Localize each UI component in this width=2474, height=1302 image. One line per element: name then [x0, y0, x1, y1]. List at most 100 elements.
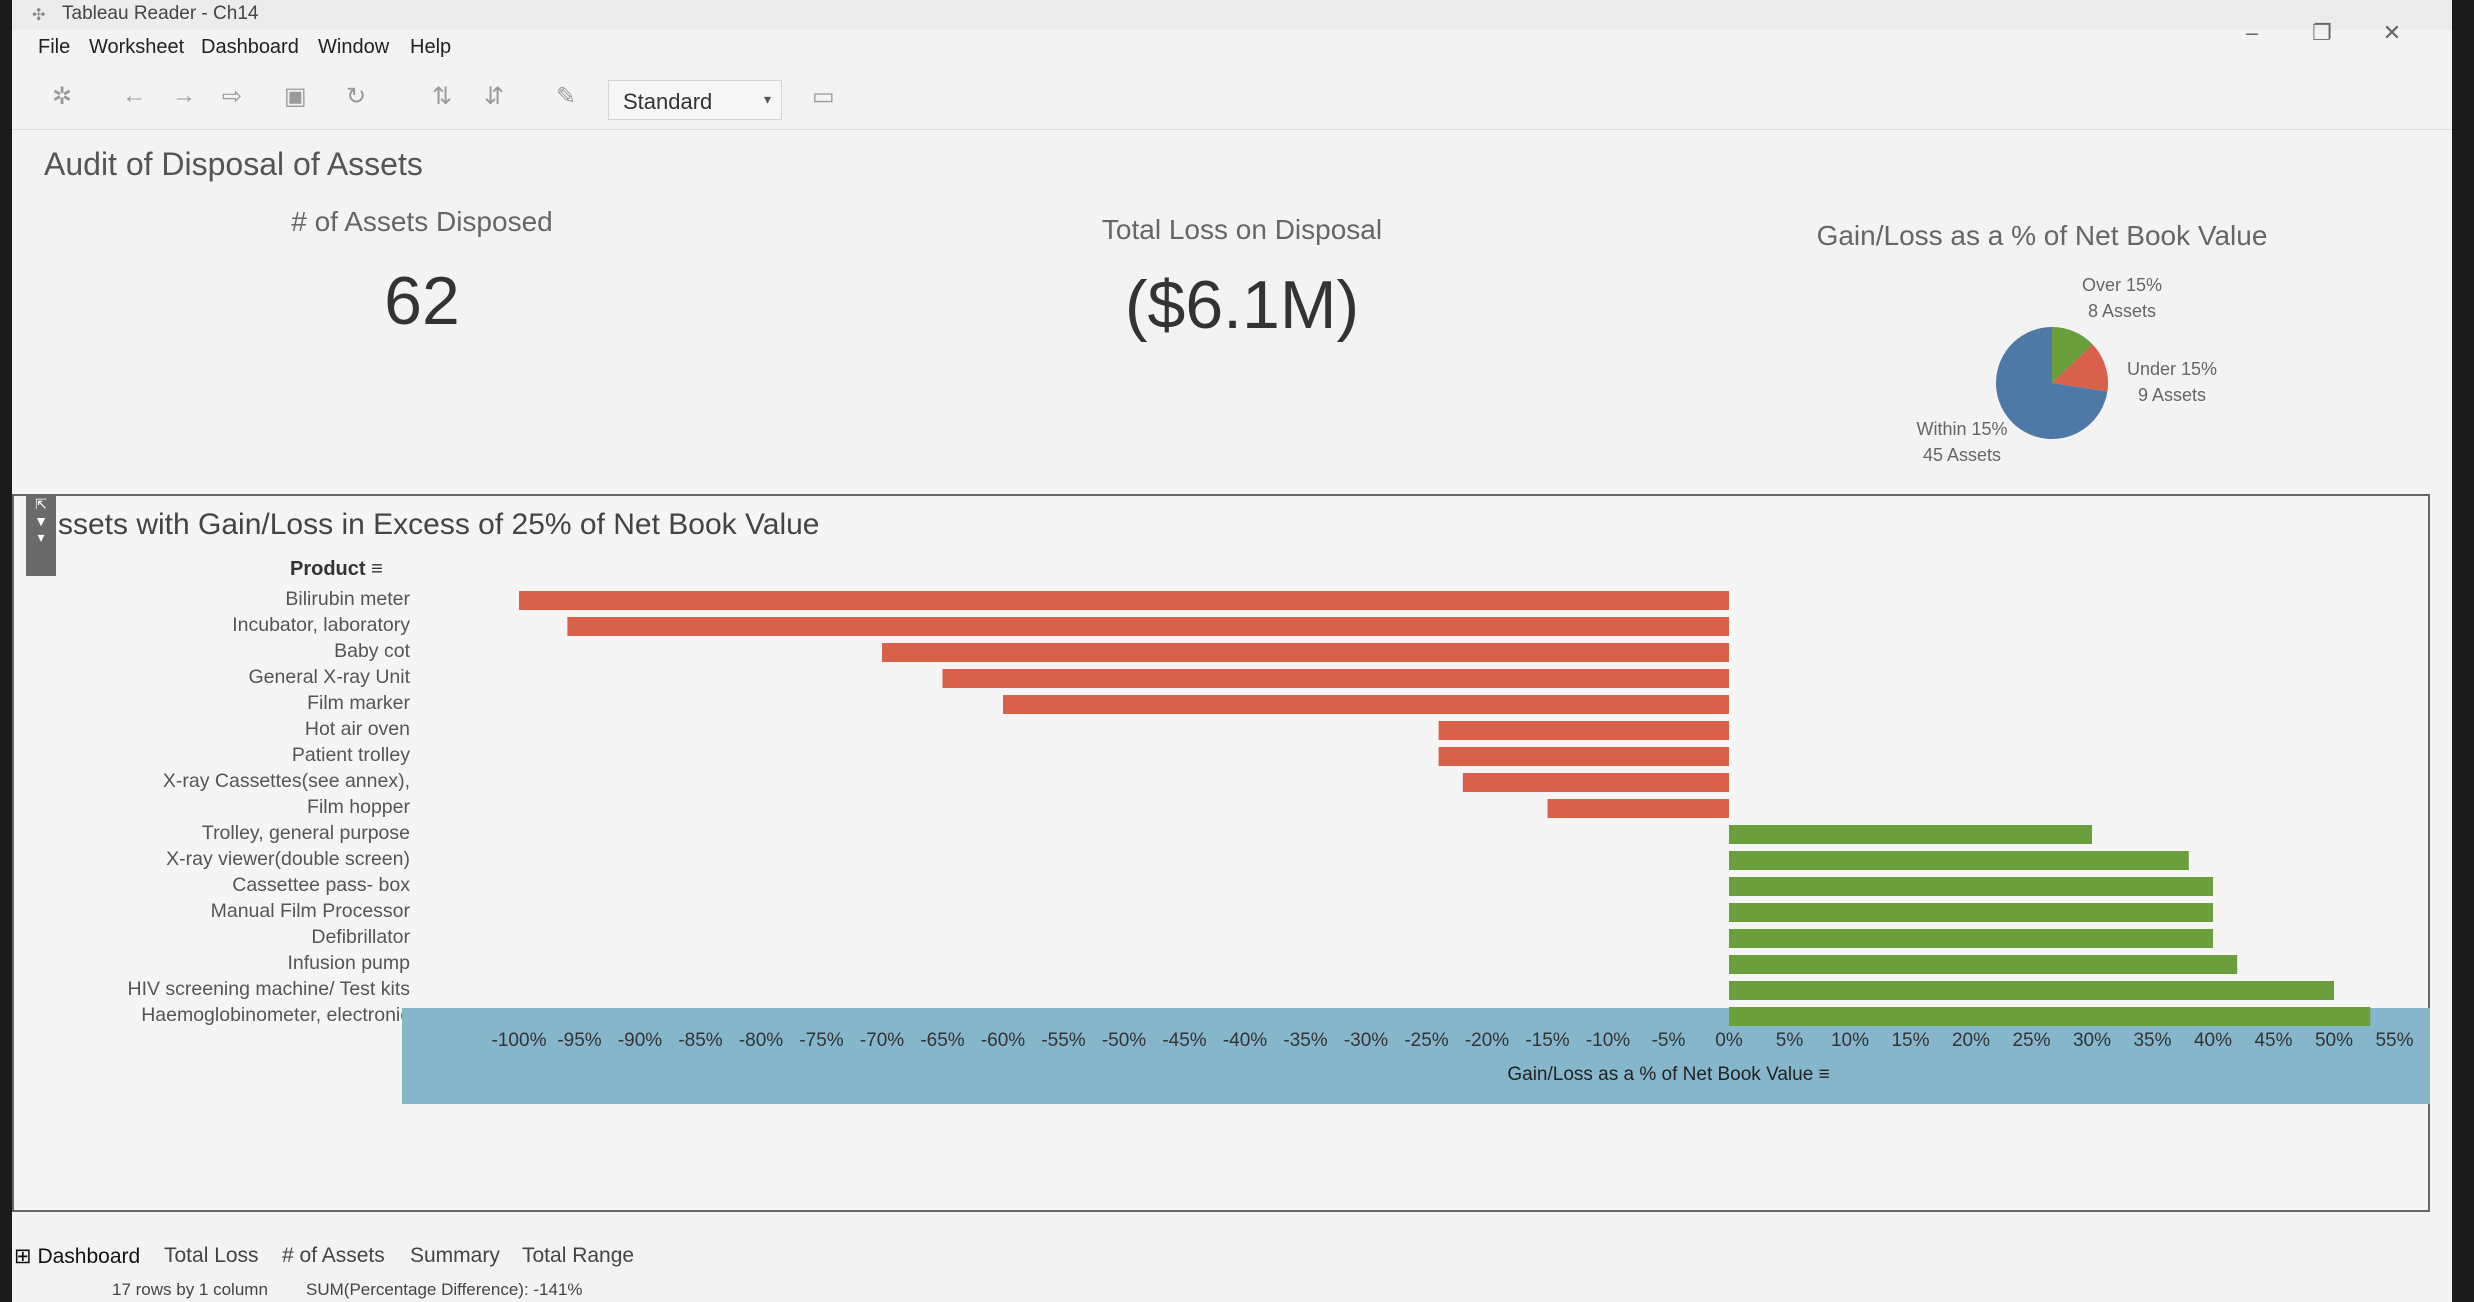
product-header-label: Product: [290, 558, 366, 580]
bar[interactable]: [1729, 1007, 2371, 1026]
more-options-icon[interactable]: ▾: [37, 529, 45, 545]
tableau-reader-window: ✣ Tableau Reader - Ch14 – ❐ ✕ File Works…: [12, 0, 2452, 1302]
product-label[interactable]: Cassettee pass- box: [232, 874, 410, 896]
product-label[interactable]: HIV screening machine/ Test kits: [127, 978, 410, 1000]
product-label[interactable]: Incubator, laboratory: [232, 614, 410, 636]
x-tick-label: -10%: [1585, 1030, 1631, 1051]
x-tick-label: -55%: [1041, 1030, 1086, 1051]
present-icon[interactable]: ▭: [812, 83, 835, 110]
sheet-tabs: ⊞ Dashboard Total Loss # of Assets Summa…: [12, 1222, 2452, 1272]
redo-icon[interactable]: ⇨: [222, 83, 243, 110]
pie-label-within: Within 15% 45 Assets: [1892, 416, 2032, 468]
sort-descending-icon[interactable]: ⇵: [484, 83, 505, 110]
menu-dashboard[interactable]: Dashboard: [201, 36, 299, 58]
product-label[interactable]: Defibrillator: [311, 926, 410, 948]
axis-sort-icon[interactable]: ≡: [1818, 1064, 1830, 1085]
app-icon: ✣: [32, 7, 46, 24]
menu-window[interactable]: Window: [318, 36, 390, 58]
product-label[interactable]: Baby cot: [334, 640, 410, 662]
bar[interactable]: [942, 669, 1730, 688]
product-label[interactable]: Trolley, general purpose: [201, 822, 410, 844]
product-label[interactable]: Film hopper: [307, 796, 410, 818]
product-label[interactable]: General X-ray Unit: [248, 666, 410, 688]
bar[interactable]: [882, 643, 1729, 662]
dashboard-title: Audit of Disposal of Assets: [44, 146, 423, 182]
restore-icon[interactable]: ❐: [2312, 20, 2332, 45]
x-tick-label: -100%: [491, 1030, 547, 1051]
product-label[interactable]: Bilirubin meter: [285, 588, 410, 610]
product-label[interactable]: X-ray viewer(double screen): [166, 848, 410, 870]
panel-toolbar[interactable]: ⇱ ▼ ▾: [26, 496, 56, 576]
bar[interactable]: [1729, 981, 2334, 1000]
chevron-down-icon: ▾: [763, 91, 771, 107]
sort-ascending-icon[interactable]: ⇅: [432, 83, 453, 110]
product-label[interactable]: Patient trolley: [291, 744, 410, 766]
x-tick-label: -25%: [1404, 1030, 1449, 1051]
tab-summary[interactable]: Summary: [410, 1244, 500, 1267]
view-size-dropdown[interactable]: Standard ▾: [608, 80, 782, 120]
bar[interactable]: [1438, 721, 1729, 740]
gain-loss-pie[interactable]: [1987, 318, 2117, 448]
sort-icon[interactable]: ≡: [371, 558, 383, 580]
menu-help[interactable]: Help: [410, 36, 452, 58]
x-axis-title[interactable]: Gain/Loss as a % of Net Book Value ≡: [1507, 1064, 1829, 1086]
menu-file[interactable]: File: [38, 36, 71, 58]
x-tick-label: -35%: [1283, 1030, 1328, 1051]
product-label[interactable]: Film marker: [307, 692, 410, 714]
popout-icon[interactable]: ⇱: [35, 496, 47, 512]
product-label[interactable]: X-ray Cassettes(see annex),: [162, 770, 410, 792]
tab-dashboard-label: Dashboard: [37, 1245, 141, 1268]
x-tick-label: -75%: [799, 1030, 844, 1051]
pin-icon[interactable]: ✎: [556, 83, 577, 110]
minimize-icon[interactable]: –: [2245, 20, 2259, 45]
x-tick-label: 10%: [1830, 1030, 1870, 1051]
bar[interactable]: [1729, 903, 2213, 922]
bar[interactable]: [1729, 929, 2213, 948]
bar[interactable]: [567, 617, 1729, 636]
x-tick-label: 15%: [1891, 1030, 1930, 1051]
pie-label-under-name: Under 15%: [2126, 359, 2218, 379]
bar[interactable]: [1003, 695, 1729, 714]
pie-slice-0[interactable]: [2052, 327, 2093, 383]
bar[interactable]: [1729, 955, 2238, 974]
close-icon[interactable]: ✕: [2382, 20, 2402, 45]
product-label[interactable]: Infusion pump: [287, 952, 411, 974]
menu-worksheet[interactable]: Worksheet: [89, 36, 185, 58]
tab-total-loss[interactable]: Total Loss: [164, 1244, 259, 1267]
product-label[interactable]: Haemoglobinometer, electronic: [141, 1004, 410, 1026]
x-tick-label: 55%: [2375, 1030, 2414, 1051]
bar[interactable]: [1547, 799, 1730, 818]
status-bar: 17 rows by 1 column SUM(Percentage Diffe…: [12, 1280, 2452, 1302]
status-rows: 17 rows by 1 column: [112, 1280, 268, 1299]
bar[interactable]: [519, 591, 1729, 610]
title-bar: ✣ Tableau Reader - Ch14 – ❐ ✕: [12, 0, 2452, 45]
refresh-icon[interactable]: ↻: [346, 83, 367, 110]
pie-label-under-count: 9 Assets: [2137, 385, 2207, 405]
filter-icon[interactable]: ▼: [34, 513, 48, 529]
back-arrow-icon[interactable]: ←: [122, 82, 146, 109]
bar[interactable]: [1438, 747, 1729, 766]
bar[interactable]: [1729, 851, 2189, 870]
bar[interactable]: [1462, 773, 1729, 792]
tableau-logo-icon[interactable]: ✲: [52, 83, 73, 110]
x-tick-label: -50%: [1101, 1030, 1147, 1051]
kpi-assets-value: 62: [384, 263, 460, 339]
product-label[interactable]: Hot air oven: [304, 718, 410, 740]
product-label[interactable]: Manual Film Processor: [210, 900, 410, 922]
x-tick-label: -5%: [1651, 1030, 1686, 1051]
save-icon[interactable]: ▣: [284, 83, 307, 110]
bar[interactable]: [1729, 877, 2213, 896]
x-tick-label: -95%: [557, 1030, 602, 1051]
tab-dashboard[interactable]: ⊞ Dashboard: [14, 1244, 140, 1269]
tab-assets[interactable]: # of Assets: [282, 1244, 385, 1267]
forward-arrow-icon[interactable]: →: [172, 82, 196, 109]
tab-total-range[interactable]: Total Range: [522, 1244, 635, 1267]
x-tick-label: -80%: [738, 1030, 784, 1051]
pie-slice-2[interactable]: [1996, 327, 2108, 439]
pie-slice-1[interactable]: [2052, 344, 2108, 392]
bar[interactable]: [1729, 825, 2092, 844]
product-column-header[interactable]: Product ≡: [290, 558, 383, 581]
toolbar: ✲ ← → ⇨ ▣ ↻ ⇅ ⇵ ✎ Standard ▾ ▭: [12, 74, 2452, 130]
bar-chart-panel: ⇱ ▼ ▾ ssets with Gain/Loss in Excess of …: [12, 494, 2430, 1212]
pie-label-over: Over 15% 8 Assets: [2052, 272, 2192, 324]
